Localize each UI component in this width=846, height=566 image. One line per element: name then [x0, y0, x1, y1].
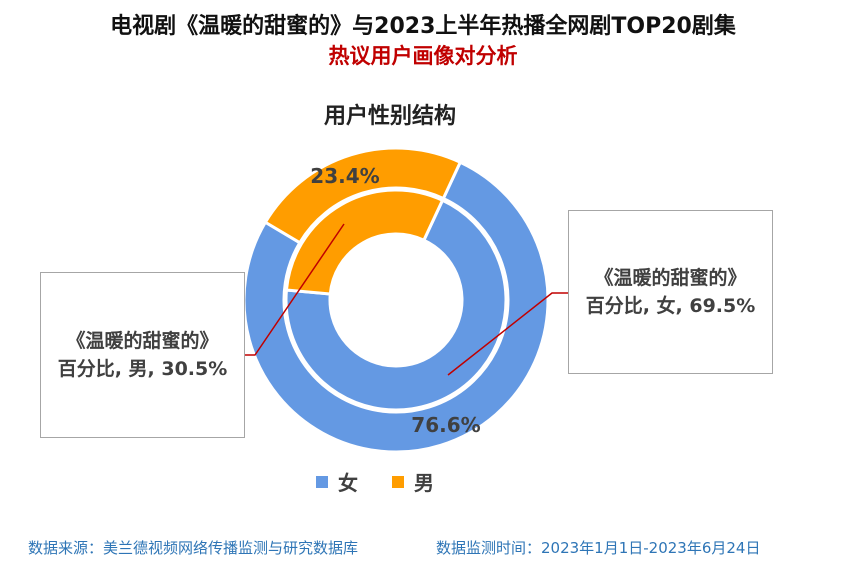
leader-line-female	[447, 292, 568, 376]
callout-male-value: 百分比, 男, 30.5%	[57, 358, 228, 380]
legend-label-female: 女	[338, 471, 358, 495]
callout-leader-lines	[245, 223, 568, 376]
data-period: 数据监测时间：2023年1月1日-2023年6月24日	[436, 539, 761, 557]
callout-male-drama: 《温暖的甜蜜的》	[66, 330, 219, 352]
inner-slice-female	[284, 198, 508, 412]
callout-male: 《温暖的甜蜜的》 百分比, 男, 30.5%	[40, 272, 245, 438]
outer-slice-female	[242, 160, 550, 454]
legend-swatch-male	[392, 475, 404, 488]
legend-item-female: 女	[316, 467, 358, 496]
legend-label-male: 男	[414, 471, 434, 495]
legend-item-male: 男	[392, 467, 434, 496]
callout-female-value: 百分比, 女, 69.5%	[585, 295, 756, 317]
donut-chart-title: 用户性别结构	[323, 104, 456, 129]
chart-main-title: 电视剧《温暖的甜蜜的》与2023上半年热播全网剧TOP20剧集	[110, 14, 736, 39]
outer-ring	[242, 146, 550, 454]
callout-female: 《温暖的甜蜜的》 百分比, 女, 69.5%	[568, 210, 773, 374]
inner-ring	[284, 188, 508, 412]
chart-subtitle: 热议用户画像对分析	[328, 44, 518, 68]
data-label-male-outer: 23.4%	[310, 164, 379, 188]
chart-legend: 女 男	[316, 467, 468, 496]
outer-slice-male	[263, 146, 463, 245]
callout-female-drama: 《温暖的甜蜜的》	[594, 267, 747, 289]
inner-slice-male	[284, 188, 445, 296]
data-label-female-outer: 76.6%	[411, 413, 480, 437]
legend-swatch-female	[316, 475, 328, 488]
data-source: 数据来源：美兰德视频网络传播监测与研究数据库	[28, 539, 359, 557]
leader-line-male	[245, 223, 345, 356]
